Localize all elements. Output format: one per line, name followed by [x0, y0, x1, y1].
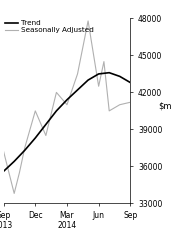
- Trend: [98, 73, 100, 75]
- Seasonally Adjusted: [8, 171, 10, 174]
- Trend: [108, 71, 110, 74]
- Trend: [34, 137, 36, 139]
- Trend: [24, 149, 26, 152]
- Trend: [129, 81, 131, 84]
- Seasonally Adjusted: [87, 20, 89, 22]
- Legend: Trend, Seasonally Adjusted: Trend, Seasonally Adjusted: [4, 19, 94, 34]
- Seasonally Adjusted: [55, 91, 58, 94]
- Seasonally Adjusted: [119, 103, 121, 106]
- Trend: [45, 123, 47, 126]
- Trend: [3, 170, 5, 173]
- Seasonally Adjusted: [13, 192, 15, 195]
- Seasonally Adjusted: [34, 109, 36, 112]
- Line: Trend: Trend: [4, 73, 130, 171]
- Seasonally Adjusted: [18, 171, 21, 174]
- Seasonally Adjusted: [108, 109, 110, 112]
- Y-axis label: $m: $m: [158, 102, 172, 111]
- Seasonally Adjusted: [76, 73, 79, 75]
- Seasonally Adjusted: [66, 103, 68, 106]
- Trend: [119, 75, 121, 78]
- Seasonally Adjusted: [3, 150, 5, 153]
- Trend: [66, 98, 68, 101]
- Trend: [76, 88, 79, 91]
- Seasonally Adjusted: [24, 146, 26, 149]
- Seasonally Adjusted: [45, 134, 47, 137]
- Trend: [13, 160, 15, 163]
- Seasonally Adjusted: [103, 60, 105, 63]
- Trend: [55, 109, 58, 112]
- Seasonally Adjusted: [129, 101, 131, 104]
- Trend: [87, 79, 89, 82]
- Seasonally Adjusted: [98, 85, 100, 88]
- Line: Seasonally Adjusted: Seasonally Adjusted: [4, 21, 130, 193]
